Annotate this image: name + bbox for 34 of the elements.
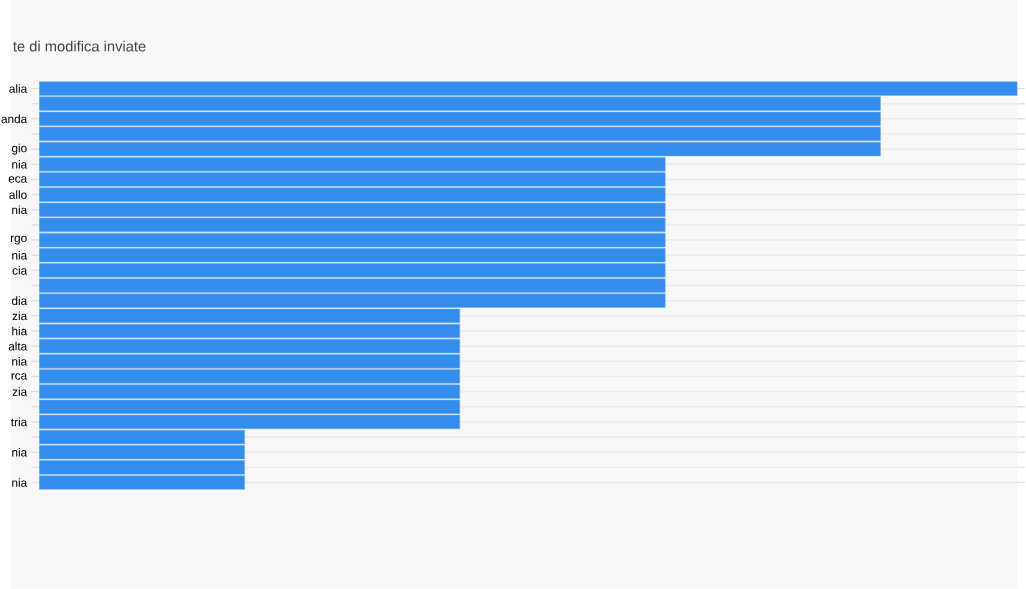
y-tick-label: alta [8, 341, 28, 351]
bar [39, 369, 461, 384]
y-tick-label: nia [12, 205, 28, 215]
y-tick-label: zia [12, 311, 28, 321]
bar [39, 157, 666, 172]
y-tick-label: zia [12, 387, 28, 397]
y-tick-label: nia [12, 357, 28, 366]
bar [39, 187, 666, 202]
y-tick-label: nia [12, 448, 28, 457]
chart-title: te di modifica inviate [13, 40, 146, 52]
y-tick-label: dia [11, 296, 28, 306]
bar [39, 354, 461, 369]
bar [39, 278, 666, 293]
bar [39, 263, 666, 278]
y-tick-label: gio [11, 143, 27, 155]
y-tick-label: allo [9, 190, 27, 200]
bar [39, 384, 461, 399]
y-tick-label: anda [1, 114, 28, 124]
y-tick-label: rca [11, 373, 28, 380]
bar [39, 81, 1018, 96]
y-tick-label: nia [12, 160, 28, 169]
y-tick-label: nia [12, 251, 28, 260]
y-tick-label: alia [9, 84, 28, 93]
bar [39, 172, 666, 187]
y-tick-label: nia [12, 478, 28, 487]
y-tick-label: tria [11, 417, 28, 427]
bar [39, 475, 245, 490]
y-tick-label: eca [8, 176, 28, 183]
bar [39, 96, 881, 111]
bar [39, 293, 666, 308]
y-tick-label: hia [12, 326, 28, 336]
y-tick-label: cia [12, 266, 28, 275]
y-tick-label: rgo [10, 235, 27, 245]
bar [39, 460, 245, 475]
